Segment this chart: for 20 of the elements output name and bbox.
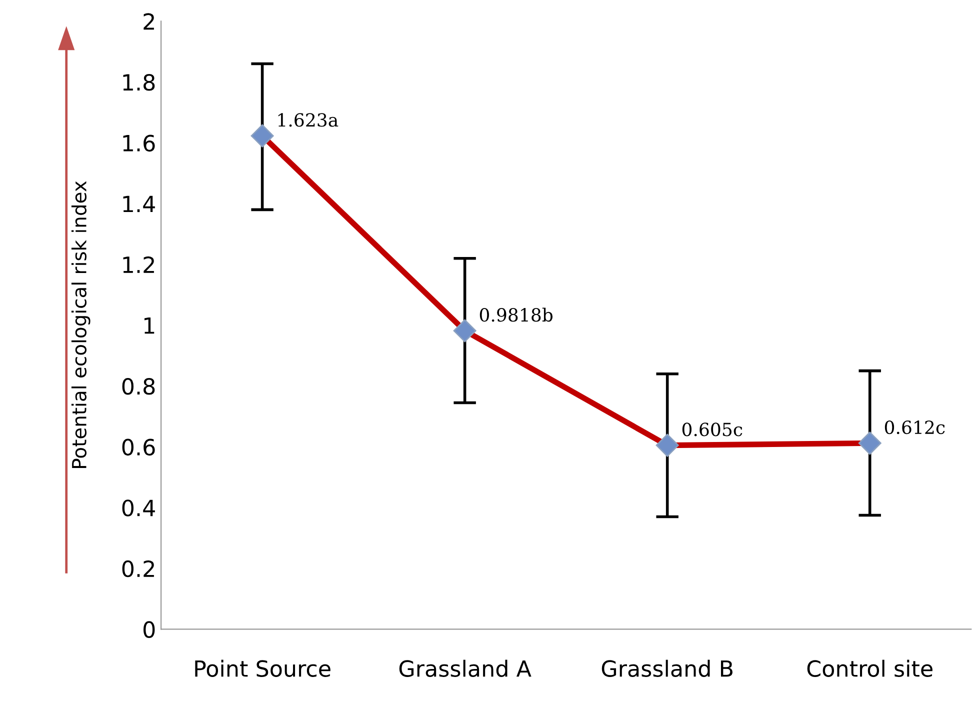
y-axis-title: Potential ecological risk index	[71, 181, 90, 468]
x-tick-label: Point Source	[195, 660, 330, 677]
x-tick-label: Grassland B	[602, 660, 732, 677]
data-label: 0.605c	[682, 422, 742, 436]
x-tick-label: Control site	[807, 660, 932, 677]
y-tick-label: 0.8	[122, 378, 155, 395]
y-tick-label: 2	[144, 13, 154, 30]
y-tick-label: 1.2	[123, 256, 154, 273]
y-tick-label: 0.6	[122, 438, 155, 456]
y-tick-label: 0.4	[122, 500, 155, 516]
y-tick-label: 1	[144, 317, 154, 334]
y-tick-label: 1.4	[123, 196, 155, 212]
data-label: 0.612c	[884, 420, 945, 434]
y-tick-label: 0	[144, 621, 155, 638]
y-tick-label: 1.6	[123, 134, 155, 152]
y-tick-label: 0.2	[122, 560, 154, 578]
data-label: 1.623a	[278, 113, 338, 127]
y-tick-label: 1.8	[123, 74, 155, 91]
data-label: 0.9818b	[480, 308, 553, 322]
x-tick-label: Grassland A	[399, 660, 532, 677]
